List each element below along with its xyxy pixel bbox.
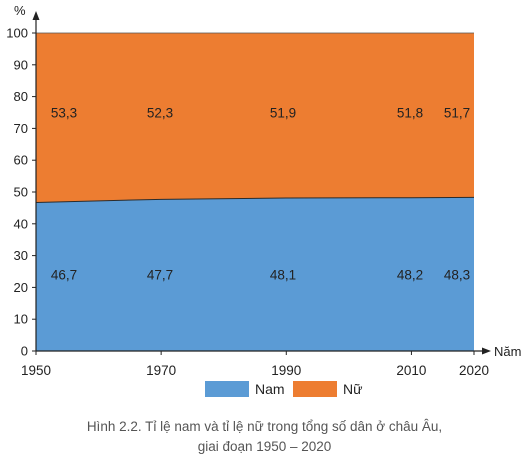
y-axis-arrow-icon: [32, 11, 40, 20]
series-boundary-line: [35, 196, 475, 203]
data-label-nu: 52,3: [147, 106, 173, 121]
y-tick-label: 30: [14, 248, 28, 263]
x-axis-label: Năm: [494, 344, 521, 359]
x-tick-label: 1970: [146, 363, 176, 378]
data-label-nu: 53,3: [51, 106, 77, 121]
data-label-nam: 47,7: [147, 268, 173, 283]
x-tick-label: 2020: [459, 363, 489, 378]
legend-swatch-nu: [293, 381, 337, 397]
figure-caption-line-1: Hình 2.2. Tỉ lệ nam và tỉ lệ nữ trong tổ…: [86, 419, 443, 434]
y-tick-label: 90: [14, 57, 28, 72]
y-tick-label: 50: [14, 185, 28, 200]
y-tick-label: 100: [6, 26, 28, 41]
y-tick-label: 20: [14, 280, 28, 295]
y-tick-label: 60: [14, 153, 28, 168]
y-tick-label: 10: [14, 312, 28, 327]
data-label-nam: 48,2: [397, 268, 423, 283]
figure-caption-line-2: giai đoạn 1950 – 2020: [197, 439, 332, 454]
y-axis-label: %: [14, 3, 26, 18]
data-label-nam: 48,3: [444, 268, 470, 283]
x-tick-label: 1990: [271, 363, 301, 378]
y-tick-label: 70: [14, 121, 28, 136]
x-axis-arrow-icon: [482, 347, 491, 355]
data-label-nam: 46,7: [51, 268, 77, 283]
area-nam: [36, 197, 474, 351]
area-nu: [36, 33, 474, 203]
x-tick-label: 1950: [21, 363, 51, 378]
y-tick-label: 80: [14, 89, 28, 104]
x-tick-label: 2010: [396, 363, 426, 378]
legend-label-nam: Nam: [255, 381, 285, 397]
y-tick-label: 0: [21, 344, 28, 359]
data-label-nu: 51,9: [270, 106, 296, 121]
data-label-nu: 51,7: [444, 106, 470, 121]
data-label-nu: 51,8: [397, 106, 423, 121]
area-chart: 0 10 20 30 40 50 60 70 80 90 100 1950 1970 1990 2010 20…: [6, 3, 521, 397]
y-tick-label: 40: [14, 216, 28, 231]
legend-label-nu: Nữ: [343, 381, 362, 397]
legend-swatch-nam: [205, 381, 249, 397]
data-label-nam: 48,1: [270, 268, 296, 283]
